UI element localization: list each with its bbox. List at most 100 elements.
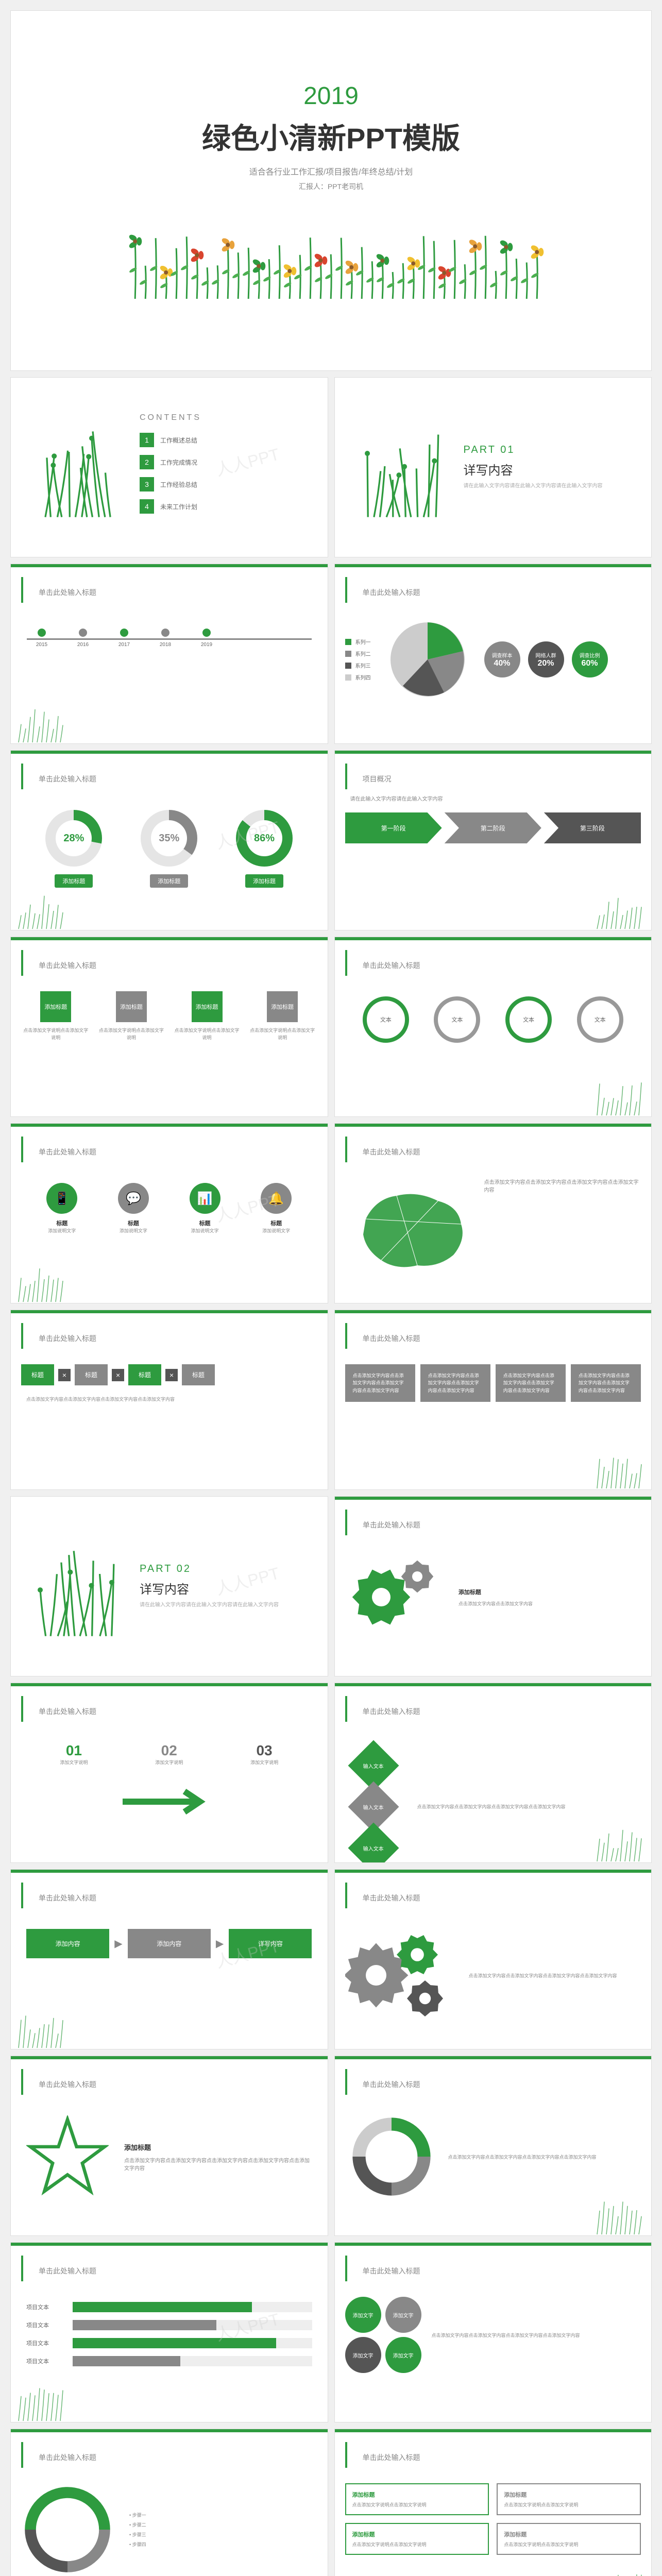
map-desc: 点击添加文字内容点击添加文字内容点击添加文字内容点击添加文字内容 xyxy=(484,1178,641,1281)
project-overview-slide: 项目概况 请在此输入文字内容请在此输入文字内容 第一阶段第二阶段第三阶段 xyxy=(334,750,652,930)
box-shape: 添加标题 xyxy=(267,991,298,1022)
contents-text: 工作经验总结 xyxy=(160,480,197,489)
slide-header: 单击此处输入标题 xyxy=(21,1883,328,1908)
timeline-slide: 单击此处输入标题 20152016201720182019 xyxy=(10,564,328,744)
bar-row: 项目文本 xyxy=(26,2338,312,2348)
donut-charts: 28%添加标题35%添加标题86%添加标题 xyxy=(11,794,328,903)
box-shape: 添加标题 xyxy=(192,991,223,1022)
cover-subtitle: 适合各行业工作汇报/项目报告/年终总结/计划 xyxy=(249,165,413,177)
numbered-steps: 01添加文字说明02添加文字说明03添加文字说明 xyxy=(11,1727,328,1781)
slide-header: 单击此处输入标题 xyxy=(345,1323,652,1349)
grid-box-title: 添加标题 xyxy=(352,2490,482,2499)
icon-circle: 🔔 xyxy=(261,1183,292,1214)
grass-icon xyxy=(31,416,124,519)
cover-title: 绿色小清新PPT模版 xyxy=(202,115,460,157)
quad-circle: 添加文字 xyxy=(385,2297,421,2333)
diamond-desc: 点击添加文字内容点击添加文字内容点击添加文字内容点击添加文字内容 xyxy=(417,1803,641,1811)
process-box: 详写内容 xyxy=(229,1929,312,1958)
china-map-icon xyxy=(345,1178,474,1281)
boxes-slide: 单击此处输入标题 添加标题点击添加文字说明点击添加文字说明添加标题点击添加文字说… xyxy=(10,937,328,1117)
icon-label: 标题 xyxy=(118,1219,149,1227)
grass-icon xyxy=(589,1448,651,1489)
contents-num: 2 xyxy=(140,455,154,469)
grass-icon xyxy=(355,416,448,519)
grass-icon xyxy=(589,2567,651,2576)
slide-header: 单击此处输入标题 xyxy=(21,1323,328,1349)
stage-arrow: 第一阶段 xyxy=(345,812,442,843)
quad-circles: 添加文字添加文字添加文字添加文字 xyxy=(345,2297,421,2373)
gear-title: 添加标题 xyxy=(459,1588,641,1596)
cycle-icon xyxy=(21,2483,114,2576)
process-3box: 添加内容▶添加内容▶详写内容 xyxy=(11,1913,328,1974)
text-cols-slide: 单击此处输入标题 点击添加文字内容点击添加文字内容点击添加文字内容点击添加文字内… xyxy=(334,1310,652,1490)
circle-item: 文本 xyxy=(505,996,552,1043)
slide-header: 单击此处输入标题 xyxy=(345,1883,652,1908)
icon-item: 💬 标题添加说明文字 xyxy=(118,1183,149,1234)
watermark: 人人PPT xyxy=(213,442,282,481)
icon-label: 标题 xyxy=(261,1219,292,1227)
circles-slide: 单击此处输入标题 文本文本文本文本 xyxy=(334,937,652,1117)
process-box: 添加内容 xyxy=(26,1929,109,1958)
step-num: 03 xyxy=(250,1742,278,1759)
icon-desc: 添加说明文字 xyxy=(46,1227,77,1234)
step-num: 02 xyxy=(155,1742,183,1759)
slide-header: 单击此处输入标题 xyxy=(21,1696,328,1722)
timeline-dot xyxy=(79,629,87,637)
project-title: 项目概况 xyxy=(345,764,652,789)
step-item: 01添加文字说明 xyxy=(60,1742,88,1766)
contents-num: 4 xyxy=(140,499,154,514)
flow-connector: × xyxy=(58,1369,71,1381)
contents-item: 4未来工作计划 xyxy=(140,499,201,514)
slide-header: 单击此处输入标题 xyxy=(21,1137,328,1162)
icon-desc: 添加说明文字 xyxy=(118,1227,149,1234)
bar-fill xyxy=(73,2356,180,2366)
stages: 第一阶段第二阶段第三阶段 xyxy=(335,802,652,854)
bar-row: 项目文本 xyxy=(26,2302,312,2312)
icon-circle: 💬 xyxy=(118,1183,149,1214)
step-item: 02添加文字说明 xyxy=(155,1742,183,1766)
section-desc: 请在此输入文字内容请在此输入文字内容请在此输入文字内容 xyxy=(140,1601,279,1609)
legend-swatch xyxy=(345,651,351,657)
slide-header: 单击此处输入标题 xyxy=(21,2256,328,2281)
cycle-label: • 步骤三 xyxy=(129,2531,317,2538)
bar-label: 项目文本 xyxy=(26,2357,67,2365)
contents-num: 1 xyxy=(140,433,154,447)
project-desc: 请在此输入文字内容请在此输入文字内容 xyxy=(335,794,652,802)
stat-label: 网络人群 xyxy=(536,651,556,659)
star-icon xyxy=(26,2115,109,2198)
gears-icon xyxy=(345,1924,459,2027)
timeline-label: 2016 xyxy=(62,642,104,648)
donut-value: 35% xyxy=(151,820,187,856)
seg-ring-slide: 单击此处输入标题 点击添加文字内容点击添加文字内容点击添加文字内容点击添加文字内… xyxy=(334,2056,652,2236)
big-arrow-icon xyxy=(117,1786,220,1817)
donut-chart: 86% xyxy=(236,810,293,867)
grid-box-desc: 点击添加文字说明点击添加文字说明 xyxy=(504,2541,634,2548)
bar-fill xyxy=(73,2338,276,2348)
donut-label: 添加标题 xyxy=(55,874,93,888)
part-label: PART 01 xyxy=(464,444,603,456)
diamond-flow: 输入文本输入文本输入文本 xyxy=(345,1737,402,1863)
icon-label: 标题 xyxy=(46,1219,77,1227)
pie-stat: 网络人群20% xyxy=(528,641,564,677)
donut-chart: 35% xyxy=(141,810,197,867)
step-desc: 添加文字说明 xyxy=(60,1759,88,1766)
slide-header: 单击此处输入标题 xyxy=(21,950,328,976)
flow-row: 标题×标题×标题×标题 xyxy=(11,1354,328,1396)
step-item: 03添加文字说明 xyxy=(250,1742,278,1766)
slide-header: 单击此处输入标题 xyxy=(345,1510,651,1535)
box-item: 添加标题点击添加文字说明点击添加文字说明 xyxy=(97,991,166,1041)
part01-slide: PART 01 详写内容 请在此输入文字内容请在此输入文字内容请在此输入文字内容 xyxy=(334,377,652,557)
icon-desc: 添加说明文字 xyxy=(190,1227,220,1234)
donut-item: 28%添加标题 xyxy=(45,810,102,888)
grass-icon xyxy=(589,889,651,930)
grass-icon xyxy=(589,1821,651,1862)
legend-swatch xyxy=(345,674,351,681)
gear-desc: 点击添加文字内容点击添加文字内容点击添加文字内容点击添加文字内容 xyxy=(469,1972,641,1979)
quad-circle: 添加文字 xyxy=(345,2297,381,2333)
box-desc: 点击添加文字说明点击添加文字说明 xyxy=(248,1027,317,1041)
diamonds-slide: 单击此处输入标题 输入文本输入文本输入文本 点击添加文字内容点击添加文字内容点击… xyxy=(334,1683,652,1863)
icon-item: 📱标题添加说明文字 xyxy=(46,1183,77,1234)
flow-slide: 单击此处输入标题 标题×标题×标题×标题 点击添加文字内容点击添加文字内容点击添… xyxy=(10,1310,328,1490)
slide-header: 单击此处输入标题 xyxy=(345,1137,652,1162)
stat-value: 20% xyxy=(537,659,554,668)
